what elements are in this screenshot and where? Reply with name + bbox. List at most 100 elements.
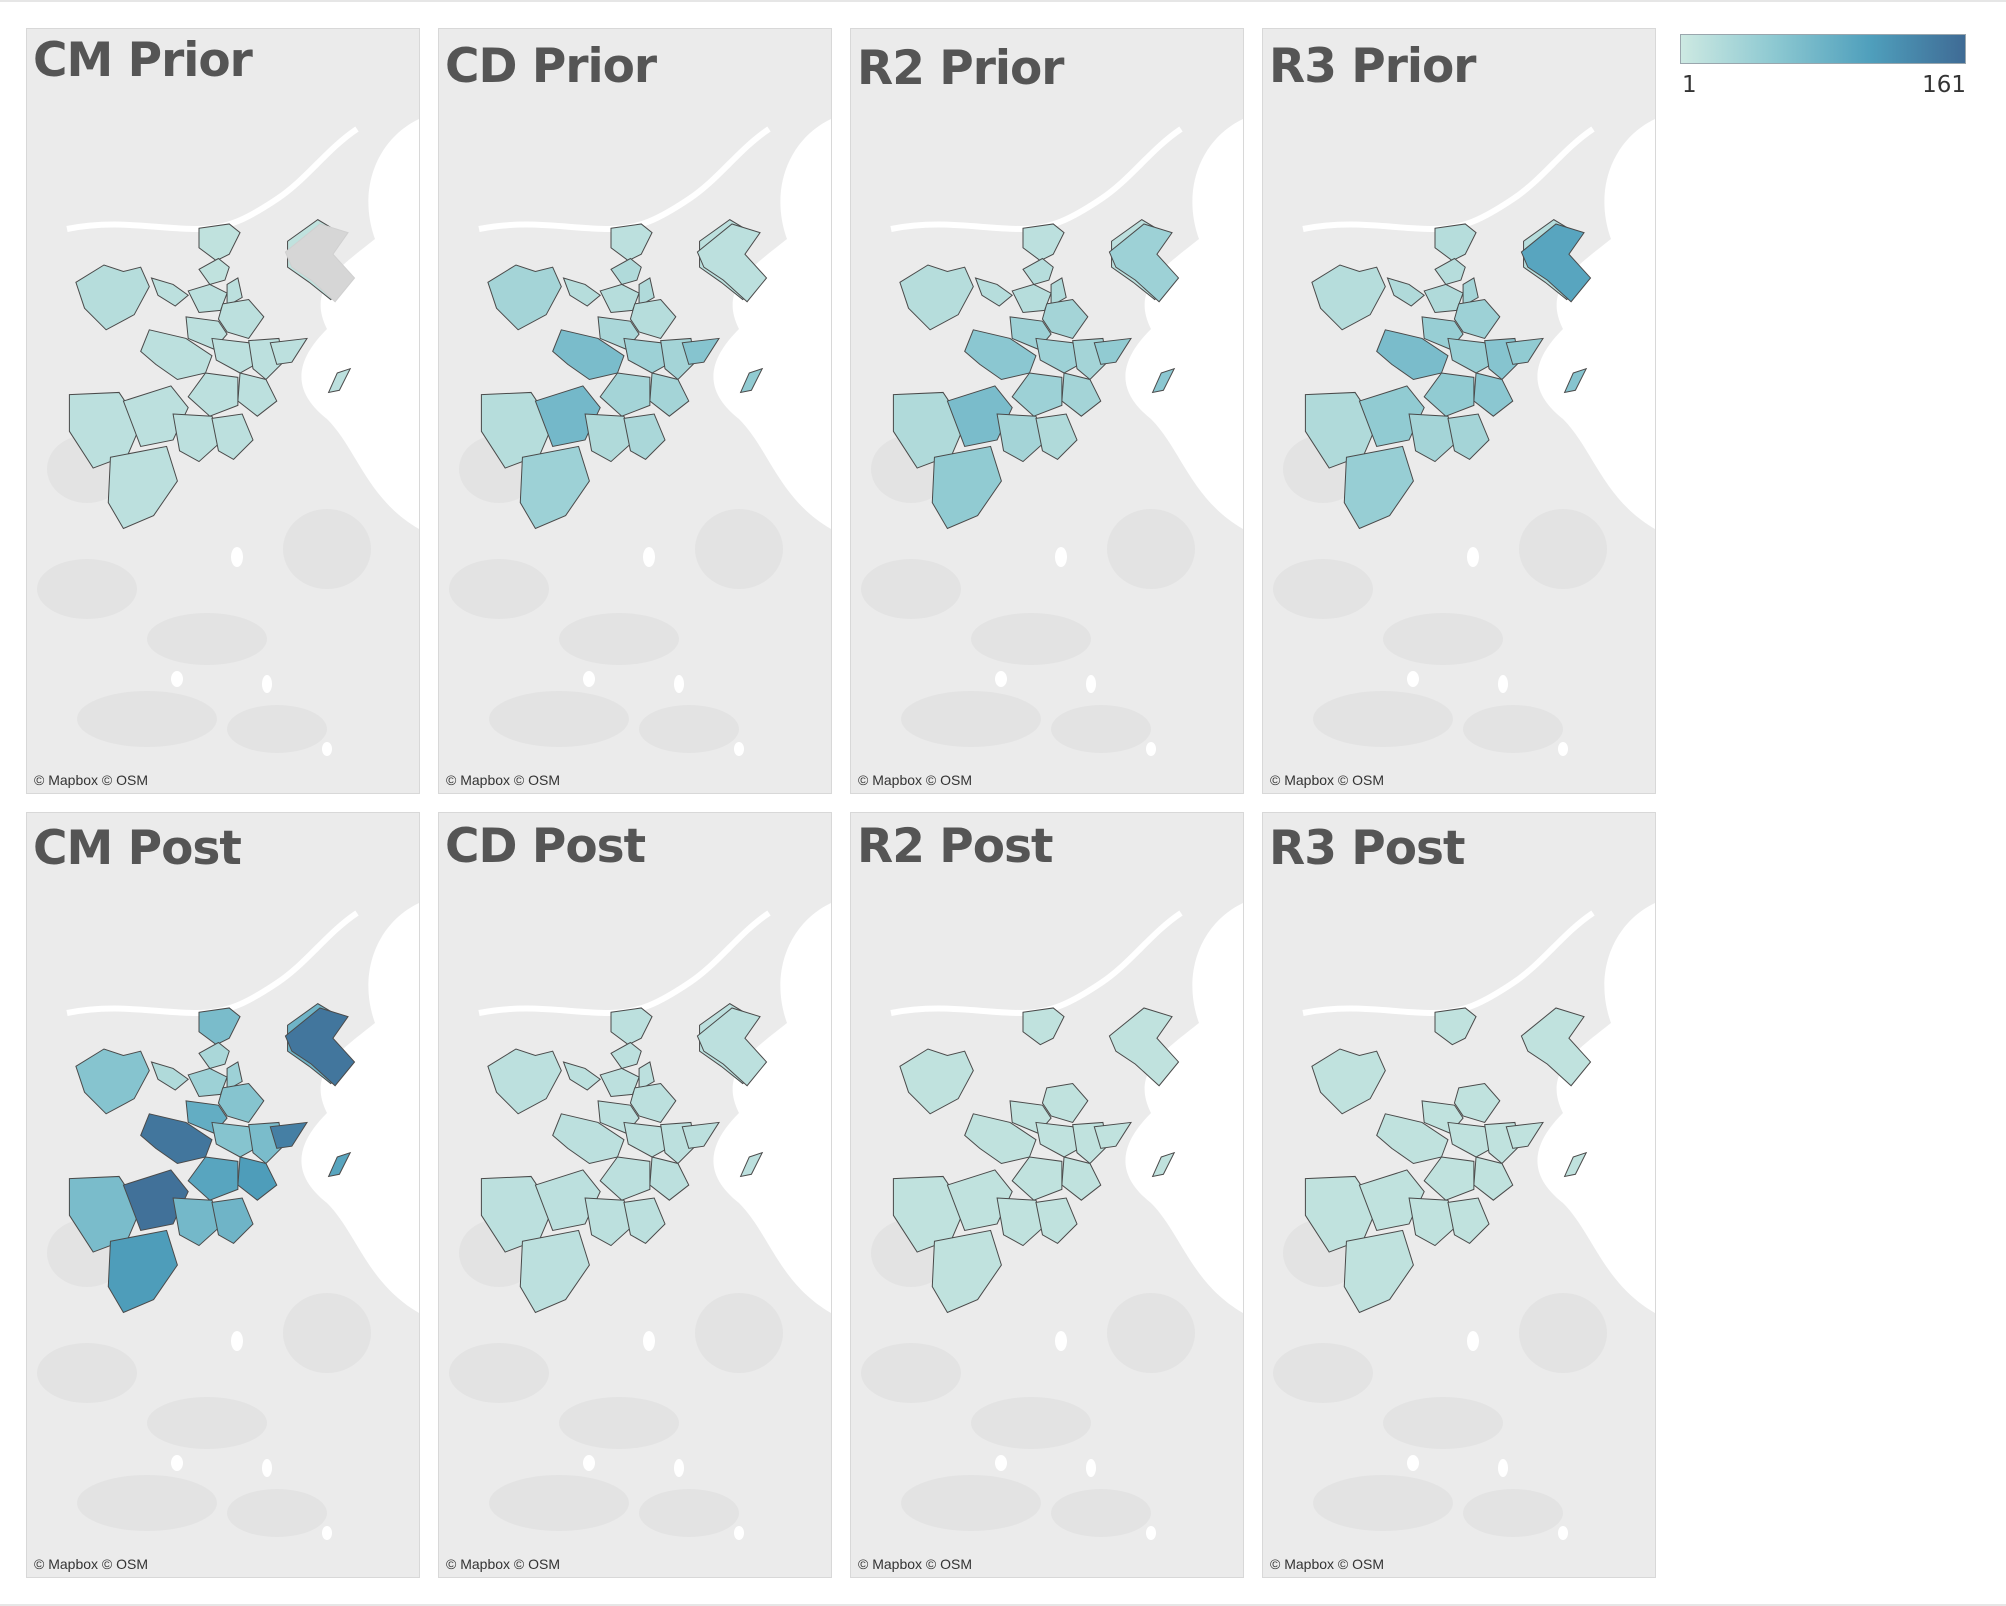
neighborhood-w1[interactable] bbox=[1311, 1048, 1386, 1115]
neighborhood-c3[interactable] bbox=[629, 299, 677, 340]
neighborhood-w1[interactable] bbox=[487, 1048, 562, 1115]
neighborhood-s5[interactable] bbox=[107, 1229, 178, 1314]
map-canvas[interactable] bbox=[1263, 29, 1655, 793]
neighborhood-c9[interactable] bbox=[1011, 1156, 1063, 1201]
neighborhood-c9[interactable] bbox=[599, 1156, 651, 1201]
map-canvas[interactable] bbox=[851, 29, 1243, 793]
map-canvas[interactable] bbox=[439, 813, 831, 1577]
neighborhood-c3[interactable] bbox=[1041, 1083, 1089, 1124]
neighborhood-c3[interactable] bbox=[629, 1083, 677, 1124]
neighborhood-w2[interactable] bbox=[1386, 277, 1426, 307]
neighborhood-c1[interactable] bbox=[1423, 283, 1464, 314]
neighborhood-e2[interactable] bbox=[610, 1041, 642, 1070]
neighborhood-s3[interactable] bbox=[1408, 1197, 1458, 1247]
map-panel-r2-post[interactable]: R2 Post © Mapbox © OSM bbox=[850, 812, 1244, 1578]
neighborhood-w1[interactable] bbox=[75, 264, 150, 331]
neighborhood-c3[interactable] bbox=[1041, 299, 1089, 340]
neighborhood-s6[interactable] bbox=[327, 1151, 352, 1178]
neighborhood-c5[interactable] bbox=[1376, 1113, 1449, 1165]
map-panel-cd-post[interactable]: CD Post © Mapbox © OSM bbox=[438, 812, 832, 1578]
neighborhood-e3[interactable] bbox=[681, 337, 720, 365]
map-attribution[interactable]: © Mapbox © OSM bbox=[34, 1556, 148, 1572]
neighborhood-c9[interactable] bbox=[1423, 1156, 1475, 1201]
map-attribution[interactable]: © Mapbox © OSM bbox=[858, 1556, 972, 1572]
neighborhood-e1[interactable] bbox=[1520, 1007, 1592, 1087]
neighborhood-e2[interactable] bbox=[610, 257, 642, 286]
neighborhood-s3[interactable] bbox=[584, 413, 634, 463]
neighborhood-e2[interactable] bbox=[198, 257, 230, 286]
neighborhood-s4[interactable] bbox=[211, 413, 254, 461]
neighborhood-c5[interactable] bbox=[140, 1113, 213, 1165]
neighborhood-s4[interactable] bbox=[623, 413, 666, 461]
map-panel-cm-prior[interactable]: CM Prior © Mapbox © OSM bbox=[26, 28, 420, 794]
neighborhood-s3[interactable] bbox=[172, 1197, 222, 1247]
map-attribution[interactable]: © Mapbox © OSM bbox=[446, 1556, 560, 1572]
neighborhood-c5[interactable] bbox=[1376, 329, 1449, 381]
neighborhood-s6[interactable] bbox=[1151, 1151, 1176, 1178]
neighborhood-c5[interactable] bbox=[552, 1113, 625, 1165]
map-panel-r3-prior[interactable]: R3 Prior © Mapbox © OSM bbox=[1262, 28, 1656, 794]
neighborhood-s6[interactable] bbox=[739, 367, 764, 394]
map-canvas[interactable] bbox=[27, 29, 419, 793]
map-attribution[interactable]: © Mapbox © OSM bbox=[34, 772, 148, 788]
neighborhood-c9[interactable] bbox=[187, 1156, 239, 1201]
neighborhood-s3[interactable] bbox=[1408, 413, 1458, 463]
neighborhood-w1[interactable] bbox=[487, 264, 562, 331]
neighborhood-e1[interactable] bbox=[696, 223, 768, 303]
neighborhood-e2[interactable] bbox=[1434, 257, 1466, 286]
neighborhood-w2[interactable] bbox=[562, 277, 602, 307]
neighborhood-c6[interactable] bbox=[1447, 1121, 1497, 1158]
neighborhood-w2[interactable] bbox=[562, 1061, 602, 1091]
neighborhood-w1[interactable] bbox=[899, 1048, 974, 1115]
neighborhood-c1[interactable] bbox=[1011, 283, 1052, 314]
neighborhood-c2[interactable] bbox=[1462, 277, 1479, 307]
neighborhood-c6[interactable] bbox=[1035, 337, 1085, 374]
neighborhood-s4[interactable] bbox=[1035, 1197, 1078, 1245]
neighborhood-n1[interactable] bbox=[1022, 223, 1065, 262]
neighborhood-w2[interactable] bbox=[150, 277, 190, 307]
neighborhood-c5[interactable] bbox=[552, 329, 625, 381]
neighborhood-w2[interactable] bbox=[974, 277, 1014, 307]
neighborhood-s5[interactable] bbox=[519, 1229, 590, 1314]
neighborhood-c1[interactable] bbox=[187, 283, 228, 314]
neighborhood-s4[interactable] bbox=[1447, 413, 1490, 461]
neighborhood-s5[interactable] bbox=[931, 1229, 1002, 1314]
map-canvas[interactable] bbox=[851, 813, 1243, 1577]
neighborhood-e1[interactable] bbox=[1108, 1007, 1180, 1087]
neighborhood-c3[interactable] bbox=[1453, 299, 1501, 340]
neighborhood-n1[interactable] bbox=[1434, 1007, 1477, 1046]
neighborhood-s6[interactable] bbox=[1563, 1151, 1588, 1178]
neighborhood-e3[interactable] bbox=[269, 1121, 308, 1149]
neighborhood-n1[interactable] bbox=[198, 1007, 241, 1046]
neighborhood-c5[interactable] bbox=[964, 1113, 1037, 1165]
neighborhood-c5[interactable] bbox=[140, 329, 213, 381]
neighborhood-e3[interactable] bbox=[269, 337, 308, 365]
neighborhood-e2[interactable] bbox=[198, 1041, 230, 1070]
neighborhood-e3[interactable] bbox=[681, 1121, 720, 1149]
neighborhood-s5[interactable] bbox=[1343, 445, 1414, 530]
neighborhood-s5[interactable] bbox=[931, 445, 1002, 530]
map-panel-r2-prior[interactable]: R2 Prior © Mapbox © OSM bbox=[850, 28, 1244, 794]
map-panel-cm-post[interactable]: CM Post © Mapbox © OSM bbox=[26, 812, 420, 1578]
neighborhood-c5[interactable] bbox=[964, 329, 1037, 381]
neighborhood-c2[interactable] bbox=[1050, 277, 1067, 307]
neighborhood-e2[interactable] bbox=[1022, 257, 1054, 286]
neighborhood-c9[interactable] bbox=[187, 372, 239, 417]
neighborhood-c2[interactable] bbox=[226, 1061, 243, 1091]
neighborhood-w1[interactable] bbox=[1311, 264, 1386, 331]
neighborhood-s3[interactable] bbox=[996, 413, 1046, 463]
neighborhood-n1[interactable] bbox=[1022, 1007, 1065, 1046]
color-legend[interactable]: 1 161 bbox=[1680, 34, 1970, 104]
neighborhood-s5[interactable] bbox=[519, 445, 590, 530]
neighborhood-c1[interactable] bbox=[599, 1067, 640, 1098]
neighborhood-w1[interactable] bbox=[75, 1048, 150, 1115]
neighborhood-s4[interactable] bbox=[623, 1197, 666, 1245]
neighborhood-s4[interactable] bbox=[1035, 413, 1078, 461]
neighborhood-e3[interactable] bbox=[1505, 1121, 1544, 1149]
map-canvas[interactable] bbox=[27, 813, 419, 1577]
neighborhood-e1[interactable] bbox=[1520, 223, 1592, 303]
neighborhood-w1[interactable] bbox=[899, 264, 974, 331]
neighborhood-c2[interactable] bbox=[638, 277, 655, 307]
neighborhood-c6[interactable] bbox=[211, 1121, 261, 1158]
neighborhood-n1[interactable] bbox=[1434, 223, 1477, 262]
